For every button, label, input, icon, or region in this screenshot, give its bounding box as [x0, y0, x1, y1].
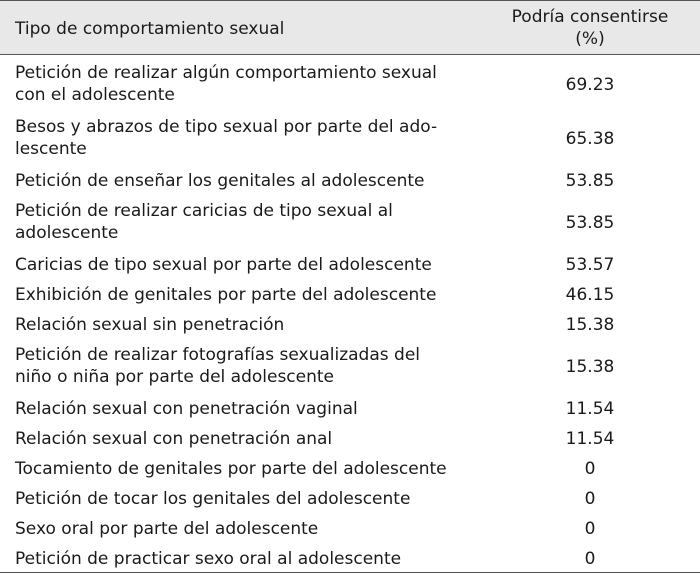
table-row: Relación sexual sin penetración 15.38 [0, 310, 700, 340]
consent-percent-cell: 53.57 [565, 255, 615, 275]
consent-percent-cell: 11.54 [565, 429, 615, 449]
consent-percent-cell: 11.54 [565, 399, 615, 419]
header-value-line2: (%) [575, 29, 605, 49]
behavior-type-line: Caricias de tipo sexual por parte del ad… [15, 255, 432, 275]
consent-percent-cell: 0 [584, 489, 596, 509]
behavior-type-line: Besos y abrazos de tipo sexual por parte… [15, 117, 438, 137]
table-header: Tipo de comportamiento sexual Podría con… [0, 0, 700, 55]
behavior-type-cell: Caricias de tipo sexual por parte del ad… [15, 254, 485, 276]
consent-percent-cell: 65.38 [565, 129, 615, 149]
behavior-type-line: Tocamiento de genitales por parte del ad… [15, 459, 447, 479]
table-row: Relación sexual con penetración anal 11.5… [0, 424, 700, 454]
behavior-type-line: Relación sexual sin penetración [15, 315, 285, 335]
table-row: Caricias de tipo sexual por parte del ad… [0, 250, 700, 280]
behavior-type-line: Relación sexual con penetración anal [15, 429, 333, 449]
behavior-type-cell: Petición de tocar los genitales del adol… [15, 488, 485, 510]
consent-percent-cell: 53.85 [565, 171, 615, 191]
bottom-rule [0, 572, 700, 573]
table-row: Petición de realizar fotografías sexuali… [0, 340, 700, 394]
table-row: Tocamiento de genitales por parte del ad… [0, 454, 700, 484]
behavior-type-cell: Petición de enseñar los genitales al ado… [15, 170, 485, 192]
behavior-type-line: lescente [15, 139, 87, 159]
behavior-type-line: con el adolescente [15, 85, 175, 105]
header-value-line1: Podría consentirse [511, 7, 669, 27]
behavior-type-cell: Relación sexual con penetración vaginal [15, 398, 485, 420]
consent-percent-cell: 15.38 [565, 315, 615, 335]
table-row: Petición de realizar caricias de tipo se… [0, 196, 700, 250]
table-row: Petición de practicar sexo oral al adole… [0, 544, 700, 574]
behavior-type-line: Sexo oral por parte del adolescente [15, 519, 319, 539]
consent-percent-cell: 69.23 [565, 75, 615, 95]
consent-percent-cell: 46.15 [565, 285, 615, 305]
behavior-type-cell: Besos y abrazos de tipo sexual por parte… [15, 116, 485, 160]
behavior-type-line: Relación sexual con penetración vaginal [15, 399, 358, 419]
table-row: Petición de realizar algún comportamient… [0, 58, 700, 112]
behavior-type-line: Petición de tocar los genitales del adol… [15, 489, 411, 509]
consent-percent-cell: 0 [584, 549, 596, 569]
consent-percent-cell: 53.85 [565, 213, 615, 233]
table-row: Exhibición de genitales por parte del ad… [0, 280, 700, 310]
behavior-type-cell: Petición de realizar fotografías sexuali… [15, 344, 485, 388]
behavior-type-cell: Relación sexual sin penetración [15, 314, 485, 336]
behavior-type-cell: Relación sexual con penetración anal [15, 428, 485, 450]
consent-percent-cell: 0 [584, 459, 596, 479]
header-type: Tipo de comportamiento sexual [15, 19, 285, 39]
behavior-type-line: Petición de enseñar los genitales al ado… [15, 171, 425, 191]
behavior-type-line: Petición de realizar algún comportamient… [15, 63, 437, 83]
behavior-type-line: Petición de realizar caricias de tipo se… [15, 201, 393, 221]
behavior-type-line: Petición de realizar fotografías sexuali… [15, 345, 421, 365]
consent-percent-cell: 0 [584, 519, 596, 539]
header-value: Podría consentirse (%) [490, 6, 690, 50]
table-row: Petición de enseñar los genitales al ado… [0, 166, 700, 196]
consent-percent-cell: 15.38 [565, 357, 615, 377]
behavior-type-cell: Sexo oral por parte del adolescente [15, 518, 485, 540]
table-row: Petición de tocar los genitales del adol… [0, 484, 700, 514]
table-row: Besos y abrazos de tipo sexual por parte… [0, 112, 700, 166]
behavior-type-cell: Exhibición de genitales por parte del ad… [15, 284, 485, 306]
behavior-type-line: Exhibición de genitales por parte del ad… [15, 285, 437, 305]
behavior-type-cell: Tocamiento de genitales por parte del ad… [15, 458, 485, 480]
behavior-type-line: niño o niña por parte del adolescente [15, 367, 335, 387]
table-row: Relación sexual con penetración vaginal 1… [0, 394, 700, 424]
behavior-type-cell: Petición de practicar sexo oral al adole… [15, 548, 485, 570]
behavior-type-cell: Petición de realizar algún comportamient… [15, 62, 485, 106]
behavior-type-line: Petición de practicar sexo oral al adole… [15, 549, 402, 569]
behavior-type-cell: Petición de realizar caricias de tipo se… [15, 200, 485, 244]
table-row: Sexo oral por parte del adolescente 0 [0, 514, 700, 544]
behavior-type-line: adolescente [15, 223, 119, 243]
